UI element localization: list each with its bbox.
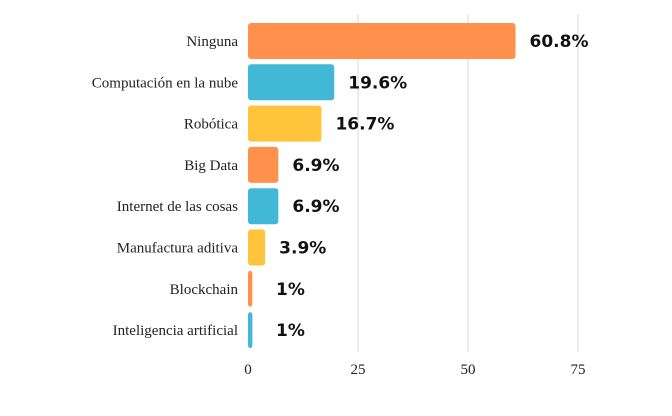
category-label: Blockchain [170,282,239,298]
category-label: Robótica [184,117,238,133]
bar [248,270,253,307]
x-tick-label: 75 [571,362,586,378]
category-label: Manufactura aditiva [117,241,239,257]
data-label: 60.8% [530,32,589,52]
category-label: Inteligencia artificial [113,323,238,339]
bar [248,188,279,225]
category-label: Computación en la nube [92,75,239,91]
bars [248,23,516,349]
category-labels: Ninguna Computación en la nube Robótica Big… [92,34,239,339]
x-axis-ticks: 0 25 50 75 [244,362,585,378]
bar [248,146,279,183]
bar [248,105,322,142]
data-label: 3.9% [279,239,326,259]
bar [248,64,335,101]
data-label: 16.7% [335,115,394,135]
data-label: 6.9% [292,156,339,176]
bar [248,229,266,266]
grid-lines [357,14,579,352]
x-tick-label: 0 [244,362,252,378]
data-label: 1% [276,280,305,300]
data-labels: 60.8% 19.6% 16.7% 6.9% 6.9% 3.9% 1% 1% [276,32,589,341]
x-tick-label: 25 [351,362,366,378]
data-label: 1% [276,321,305,341]
category-label: Ninguna [186,34,238,50]
category-label: Big Data [184,158,238,174]
category-label: Internet de las cosas [117,199,238,215]
data-label: 19.6% [348,73,407,93]
bar [248,23,516,59]
bar [248,312,253,349]
x-tick-label: 50 [461,362,476,378]
data-label: 6.9% [292,197,339,217]
